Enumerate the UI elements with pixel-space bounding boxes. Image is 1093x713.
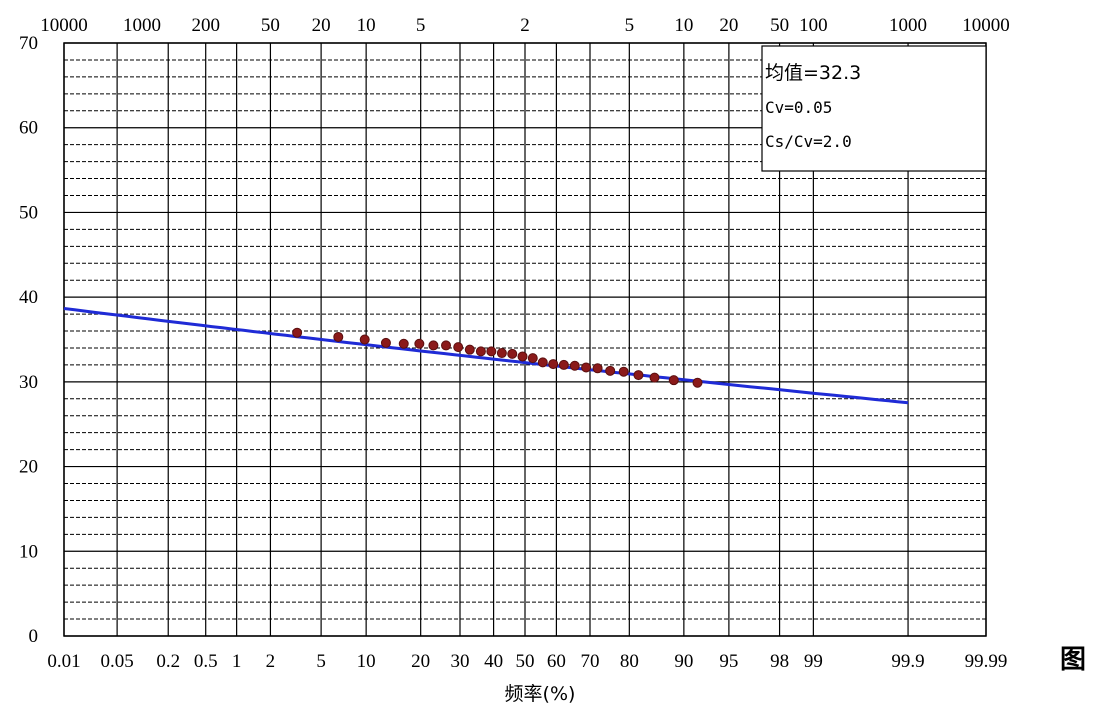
side-label: 图 bbox=[1060, 645, 1086, 675]
return-period-label: 5 bbox=[625, 15, 635, 36]
return-period-label: 10000 bbox=[40, 15, 88, 36]
data-point bbox=[496, 348, 507, 359]
y-tick-label: 40 bbox=[19, 287, 38, 308]
data-point bbox=[537, 357, 548, 368]
return-period-label: 10 bbox=[674, 15, 693, 36]
return-period-label: 1000 bbox=[123, 15, 161, 36]
return-period-label: 50 bbox=[770, 15, 789, 36]
data-point bbox=[292, 327, 303, 338]
fitted-curve bbox=[63, 307, 909, 405]
legend-cv: Cv=0.05 bbox=[765, 98, 832, 117]
x-tick-label: 98 bbox=[770, 651, 789, 672]
data-point bbox=[428, 340, 439, 351]
return-period-label: 1000 bbox=[889, 15, 927, 36]
x-tick-label: 50 bbox=[516, 651, 535, 672]
x-tick-label: 99.9 bbox=[891, 651, 924, 672]
legend-box bbox=[761, 45, 987, 172]
data-point bbox=[558, 359, 569, 370]
data-point bbox=[527, 353, 538, 364]
data-point bbox=[333, 331, 344, 342]
y-tick-label: 50 bbox=[19, 202, 38, 223]
y-tick-label: 30 bbox=[19, 372, 38, 393]
data-point bbox=[414, 338, 425, 349]
return-period-label: 20 bbox=[312, 15, 331, 36]
y-tick-label: 10 bbox=[19, 541, 38, 562]
return-period-label: 2 bbox=[520, 15, 530, 36]
x-tick-label: 0.2 bbox=[156, 651, 180, 672]
x-tick-label: 10 bbox=[357, 651, 376, 672]
legend-cs-cv: Cs/Cv=2.0 bbox=[765, 132, 852, 151]
return-period-label: 10000 bbox=[962, 15, 1010, 36]
data-point bbox=[453, 342, 464, 353]
data-point bbox=[507, 348, 518, 359]
x-tick-label: 20 bbox=[411, 651, 430, 672]
return-period-label: 200 bbox=[191, 15, 220, 36]
data-point bbox=[633, 370, 644, 381]
x-tick-label: 2 bbox=[266, 651, 276, 672]
x-tick-label: 80 bbox=[620, 651, 639, 672]
x-tick-label: 40 bbox=[484, 651, 503, 672]
data-point bbox=[359, 334, 370, 345]
x-tick-label: 99.99 bbox=[965, 651, 1008, 672]
data-point bbox=[692, 377, 703, 388]
data-point bbox=[548, 359, 559, 370]
y-tick-label: 20 bbox=[19, 457, 38, 478]
x-tick-label: 90 bbox=[674, 651, 693, 672]
x-tick-label: 95 bbox=[719, 651, 738, 672]
data-point bbox=[618, 366, 629, 377]
x-tick-label: 0.05 bbox=[100, 651, 133, 672]
x-tick-label: 70 bbox=[581, 651, 600, 672]
data-point bbox=[380, 337, 391, 348]
axes bbox=[63, 42, 987, 637]
grid bbox=[63, 42, 987, 637]
y-tick-labels: 0 10 20 30 40 50 60 70 bbox=[19, 33, 38, 647]
data-point bbox=[517, 351, 528, 362]
y-tick-label: 70 bbox=[19, 33, 38, 54]
data-point bbox=[605, 365, 616, 376]
return-period-label: 100 bbox=[799, 15, 828, 36]
data-point bbox=[486, 346, 497, 357]
return-period-label: 10 bbox=[357, 15, 376, 36]
plot-frame bbox=[63, 42, 987, 637]
data-points bbox=[292, 327, 703, 388]
data-point bbox=[569, 360, 580, 371]
x-tick-label: 60 bbox=[547, 651, 566, 672]
data-point bbox=[475, 346, 486, 357]
fitted-curve-line bbox=[63, 307, 909, 405]
x-tick-label: 0.01 bbox=[47, 651, 80, 672]
x-tick-label: 5 bbox=[316, 651, 326, 672]
return-period-tick-labels: 10000 1000 200 50 20 10 5 2 5 10 20 50 100 1000 10000 bbox=[40, 15, 1010, 36]
data-point bbox=[592, 363, 603, 374]
data-point bbox=[464, 344, 475, 355]
y-tick-label: 0 bbox=[29, 626, 39, 647]
legend-mean: 均值=32.3 bbox=[765, 62, 861, 84]
y-tick-label: 60 bbox=[19, 118, 38, 139]
data-point bbox=[668, 375, 679, 386]
return-period-label: 50 bbox=[261, 15, 280, 36]
data-point bbox=[441, 340, 452, 351]
x-tick-label: 1 bbox=[232, 651, 242, 672]
x-tick-label: 0.5 bbox=[194, 651, 218, 672]
data-point bbox=[649, 372, 660, 383]
x-tick-label: 99 bbox=[804, 651, 823, 672]
data-point bbox=[398, 338, 409, 349]
return-period-label: 20 bbox=[719, 15, 738, 36]
return-period-label: 5 bbox=[416, 15, 426, 36]
legend: 均值=32.3 Cv=0.05 Cs/Cv=2.0 bbox=[761, 45, 987, 172]
data-point bbox=[581, 362, 592, 373]
x-axis-title: 频率(%) bbox=[505, 683, 576, 705]
x-tick-labels: 0.01 0.05 0.2 0.5 1 2 5 10 20 30 40 50 60 70 80 90 95 98 9… bbox=[47, 651, 1007, 672]
x-tick-label: 30 bbox=[450, 651, 469, 672]
